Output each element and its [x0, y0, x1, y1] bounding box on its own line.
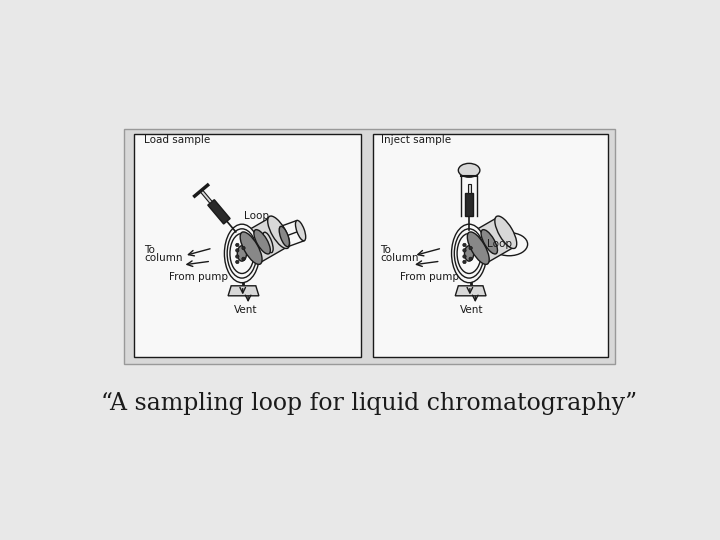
Circle shape: [463, 244, 466, 247]
Ellipse shape: [268, 216, 289, 248]
Circle shape: [235, 244, 239, 247]
Ellipse shape: [228, 229, 257, 278]
Circle shape: [235, 249, 239, 252]
Polygon shape: [467, 184, 471, 193]
Ellipse shape: [254, 230, 270, 254]
Ellipse shape: [481, 230, 498, 254]
Circle shape: [242, 257, 246, 260]
Text: From pump: From pump: [168, 272, 228, 282]
Circle shape: [242, 246, 246, 250]
Ellipse shape: [263, 232, 273, 253]
Ellipse shape: [238, 246, 246, 261]
Text: Inject sample: Inject sample: [381, 136, 451, 145]
Circle shape: [463, 249, 466, 252]
FancyBboxPatch shape: [124, 129, 616, 363]
Text: column: column: [381, 253, 419, 263]
FancyBboxPatch shape: [134, 134, 361, 357]
Ellipse shape: [457, 233, 481, 273]
Text: To: To: [144, 245, 155, 255]
Circle shape: [235, 255, 239, 258]
FancyBboxPatch shape: [373, 134, 608, 357]
Circle shape: [469, 246, 472, 250]
Polygon shape: [228, 286, 259, 296]
Text: Vent: Vent: [234, 305, 258, 315]
Circle shape: [463, 255, 466, 258]
Ellipse shape: [295, 220, 306, 241]
Ellipse shape: [454, 229, 484, 278]
Circle shape: [235, 260, 239, 264]
Ellipse shape: [495, 216, 517, 248]
Text: To: To: [381, 245, 392, 255]
Ellipse shape: [459, 164, 480, 177]
Ellipse shape: [451, 224, 487, 283]
Polygon shape: [465, 193, 473, 217]
Ellipse shape: [464, 246, 474, 261]
Polygon shape: [200, 190, 212, 204]
Text: Loop: Loop: [487, 239, 513, 249]
Ellipse shape: [230, 233, 254, 273]
Circle shape: [463, 260, 466, 264]
Text: column: column: [144, 253, 183, 263]
Ellipse shape: [225, 224, 259, 283]
Ellipse shape: [467, 232, 489, 265]
Text: “A sampling loop for liquid chromatography”: “A sampling loop for liquid chromatograp…: [101, 392, 637, 415]
Ellipse shape: [240, 232, 262, 265]
Ellipse shape: [279, 226, 289, 247]
Ellipse shape: [490, 233, 528, 256]
Polygon shape: [235, 217, 285, 269]
Text: Load sample: Load sample: [144, 136, 210, 145]
Text: Vent: Vent: [460, 305, 483, 315]
Text: From pump: From pump: [400, 272, 459, 282]
Circle shape: [469, 257, 472, 260]
Text: Loop: Loop: [244, 211, 269, 221]
Polygon shape: [462, 217, 513, 269]
Polygon shape: [208, 200, 230, 224]
Polygon shape: [455, 286, 486, 296]
Polygon shape: [264, 220, 305, 253]
